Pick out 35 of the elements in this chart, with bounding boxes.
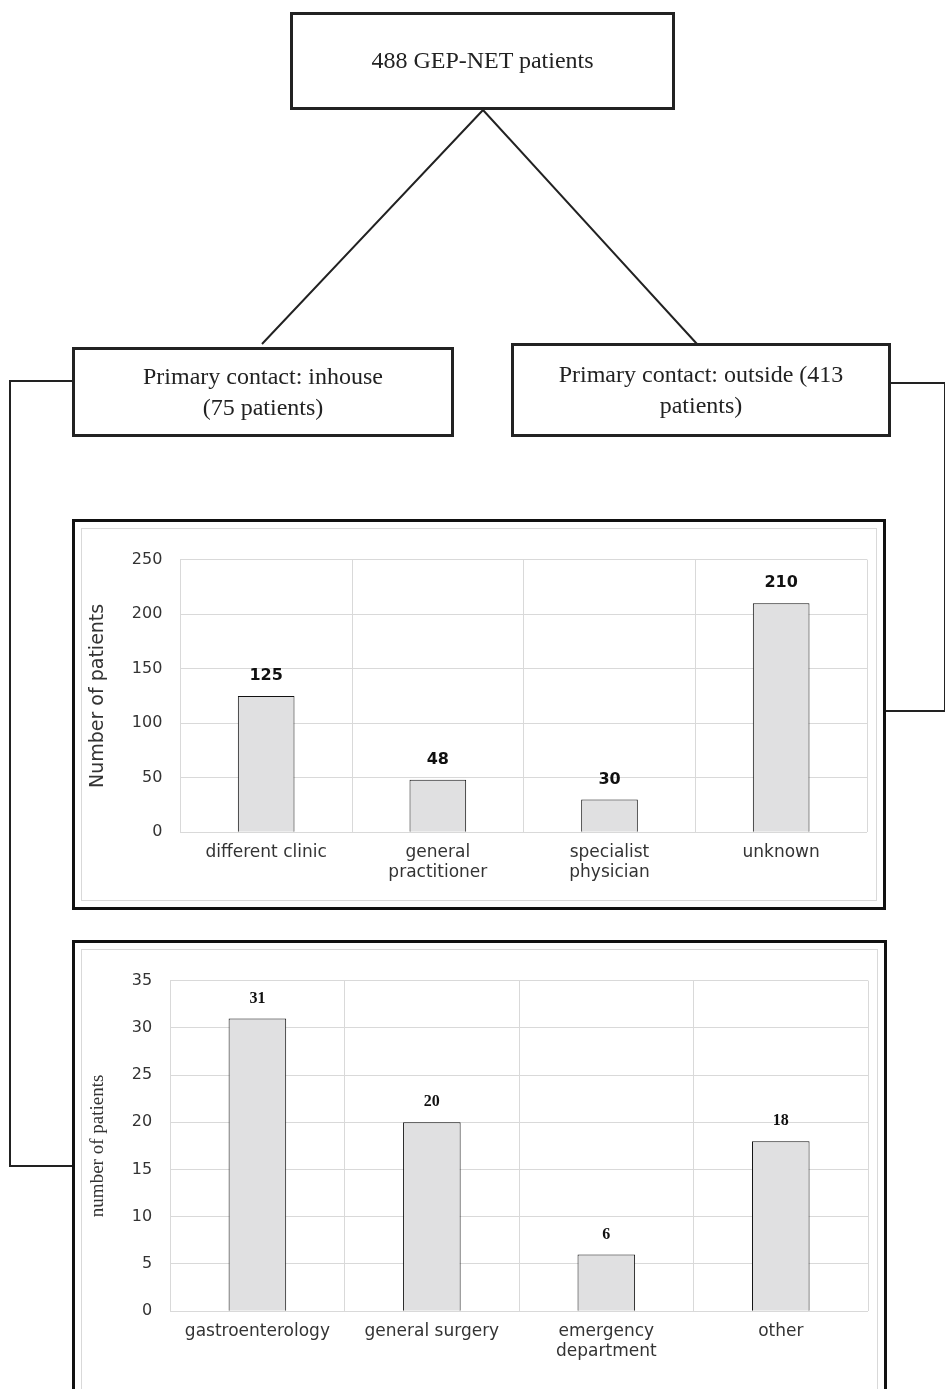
x-tick-label: other [758, 1319, 804, 1340]
data-label: 48 [426, 749, 449, 769]
y-tick-label: 0 [141, 1300, 153, 1320]
y-tick-label: 5 [141, 1253, 153, 1273]
text: Primary contact: inhouse (75 patients) [72, 347, 454, 437]
x-tick-label: gastroenterology [184, 1319, 330, 1340]
data-label: 125 [249, 665, 283, 685]
y-tick-label: 15 [131, 1158, 153, 1178]
y-tick-label: 100 [131, 712, 163, 732]
y-axis-title: Number of patients [85, 603, 108, 789]
y-tick-label: 250 [131, 548, 163, 568]
y-tick-label: 20 [131, 1111, 153, 1131]
data-label: 6 [602, 1224, 611, 1242]
data-label: 20 [423, 1092, 440, 1110]
data-label: 210 [764, 572, 798, 592]
x-tick-label: different clinic [205, 840, 327, 861]
text: Primary contact: outside (413 patients) [511, 343, 891, 437]
data-label: 18 [772, 1111, 789, 1129]
y-tick-label: 25 [131, 1064, 153, 1084]
x-tick-label: specialist physician [569, 840, 650, 882]
x-tick-label: general surgery [364, 1319, 500, 1340]
y-tick-label: 30 [131, 1016, 153, 1036]
y-tick-label: 50 [141, 766, 163, 786]
y-tick-label: 200 [131, 603, 163, 623]
x-tick-label: unknown [742, 840, 820, 861]
data-label: 30 [598, 768, 621, 788]
x-tick-label: emergency department [556, 1319, 657, 1361]
y-tick-label: 150 [131, 657, 163, 677]
text: 488 GEP-NET patients [290, 12, 675, 110]
y-tick-label: 0 [152, 821, 163, 841]
y-tick-label: 10 [131, 1205, 153, 1225]
y-axis-title: number of patients [86, 1074, 108, 1218]
x-tick-label: general practitioner [388, 840, 488, 882]
y-tick-label: 35 [131, 969, 153, 989]
data-label: 31 [249, 988, 266, 1006]
